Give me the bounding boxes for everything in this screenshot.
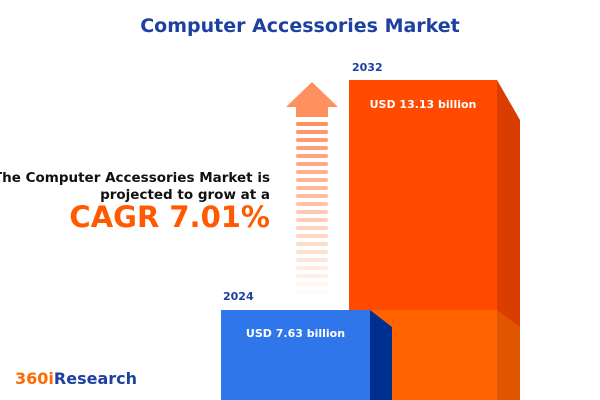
arrow-stripe: [296, 274, 328, 278]
bar-2024-side: [370, 310, 392, 400]
arrow-stripe: [296, 138, 328, 142]
headline-line-2: projected to grow at a: [100, 187, 270, 203]
arrow-stripe: [296, 218, 328, 222]
growth-arrow-icon: [286, 82, 338, 294]
data-label-2032: USD 13.13 billion: [369, 98, 477, 111]
arrow-stripe: [296, 178, 328, 182]
arrow-stripe: [296, 186, 328, 190]
arrow-stripe: [296, 146, 328, 150]
page-title: Computer Accessories Market: [140, 15, 460, 37]
cagr-value: CAGR 7.01%: [69, 200, 270, 234]
arrow-stripe: [296, 258, 328, 262]
headline-line-1: The Computer Accessories Market is: [0, 170, 270, 186]
arrow-stripe: [296, 202, 328, 206]
arrow-stripe: [296, 226, 328, 230]
arrow-stripe: [296, 210, 328, 214]
arrow-stripe: [296, 170, 328, 174]
logo-part-1: 360i: [15, 369, 54, 388]
arrow-stripe: [296, 290, 328, 294]
arrow-stripe: [296, 242, 328, 246]
logo: 360iResearch: [15, 369, 137, 388]
data-label-2024: USD 7.63 billion: [245, 327, 346, 340]
tick-label-2024: 2024: [223, 290, 254, 303]
arrow-stripe: [296, 162, 328, 166]
arrow-stripe: [296, 282, 328, 286]
arrow-stripe: [296, 194, 328, 198]
bar-2024: [221, 310, 392, 400]
arrow-stripe: [296, 250, 328, 254]
arrow-stripe: [296, 266, 328, 270]
arrow-stripe: [296, 234, 328, 238]
logo-part-2: Research: [53, 369, 137, 388]
arrow-stripe: [296, 122, 328, 126]
arrow-stripe: [296, 130, 328, 134]
arrow-stripe: [296, 154, 328, 158]
tick-label-2032: 2032: [352, 61, 383, 74]
bar-2024-front: [221, 310, 370, 400]
headline: The Computer Accessories Market is proje…: [0, 170, 270, 204]
